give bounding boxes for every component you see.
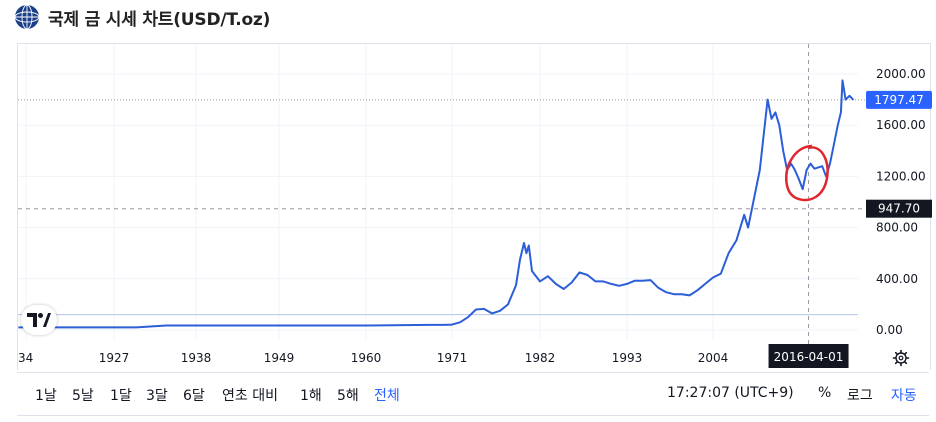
x-tick-label: 1993 <box>612 351 643 365</box>
crosshair-price-label: 947.70 <box>866 199 932 218</box>
timeframe-5y[interactable]: 5해 <box>337 388 359 404</box>
auto-scale-toggle[interactable]: 자동 <box>891 388 917 404</box>
chart-grid <box>18 44 858 340</box>
x-tick-label: 2004 <box>698 351 729 365</box>
timeframe-all[interactable]: 전체 <box>374 388 400 404</box>
last-price-label: 1797.47 <box>866 90 932 109</box>
y-tick-label: 800.00 <box>876 221 918 235</box>
x-tick-label: 1971 <box>437 351 468 365</box>
timeframe-5d[interactable]: 5날 <box>72 388 94 404</box>
x-tick-label: 1938 <box>181 351 212 365</box>
x-tick-label: 1949 <box>264 351 295 365</box>
globe-logo-icon <box>14 4 40 30</box>
y-tick-label: 1200.00 <box>876 169 926 183</box>
timeframe-1m[interactable]: 1달 <box>110 388 132 404</box>
y-tick-label: 0.00 <box>876 323 903 337</box>
timeframe-1y[interactable]: 1해 <box>300 388 322 404</box>
y-tick-label: 400.00 <box>876 272 918 286</box>
price-chart[interactable]: 34 1927 1938 1949 1960 1971 1982 1993 2004 2000.… <box>0 0 936 372</box>
x-tick-label: 34 <box>18 351 33 365</box>
x-tick-label: 1982 <box>525 351 556 365</box>
timeframe-1d[interactable]: 1날 <box>35 388 57 404</box>
timeframe-toolbar: 1날 5날 1달 3달 6달 연초 대비 1해 5해 전체 17:27:07 (… <box>17 372 929 416</box>
x-tick-label: 1960 <box>351 351 382 365</box>
percent-scale-toggle[interactable]: % <box>818 385 832 401</box>
timeframe-ytd[interactable]: 연초 대비 <box>222 388 278 404</box>
chart-header: 국제 금 시세 차트(USD/T.oz) <box>14 2 270 32</box>
y-axis: 2000.00 1600.00 1200.00 800.00 400.00 0.00 <box>876 67 926 337</box>
page-title: 국제 금 시세 차트(USD/T.oz) <box>48 9 271 30</box>
crosshair-date-label: 2016-04-01 <box>768 344 849 368</box>
gear-icon[interactable] <box>892 349 910 367</box>
clock-display[interactable]: 17:27:07 (UTC+9) <box>667 385 794 401</box>
crosshair-price-text: 947.70 <box>878 202 920 216</box>
series-line <box>18 79 855 329</box>
y-tick-label: 1600.00 <box>876 118 926 132</box>
y-tick-label: 2000.00 <box>876 67 926 81</box>
timeframe-3m[interactable]: 3달 <box>146 388 168 404</box>
last-price-text: 1797.47 <box>874 93 924 107</box>
crosshair-date-text: 2016-04-01 <box>774 350 844 364</box>
log-scale-toggle[interactable]: 로그 <box>847 388 873 404</box>
timeframe-6m[interactable]: 6달 <box>183 388 205 404</box>
tradingview-logo-icon[interactable] <box>21 305 57 335</box>
annotation-circle <box>785 144 829 202</box>
x-axis: 34 1927 1938 1949 1960 1971 1982 1993 2004 <box>18 351 728 365</box>
x-tick-label: 1927 <box>99 351 130 365</box>
